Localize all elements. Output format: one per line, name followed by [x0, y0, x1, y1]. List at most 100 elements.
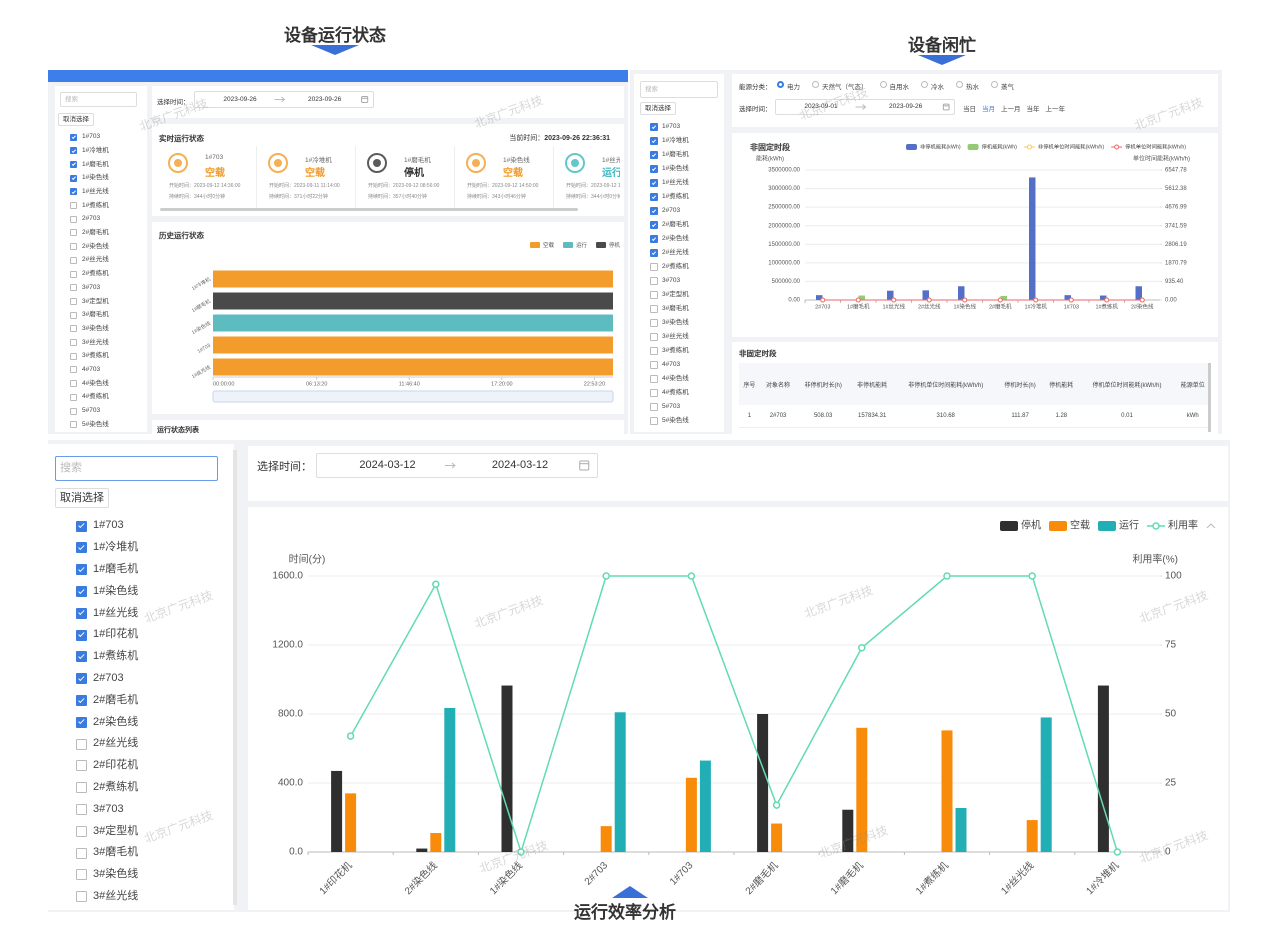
checkbox[interactable] — [650, 361, 658, 369]
checkbox[interactable] — [70, 215, 77, 223]
checkbox[interactable] — [650, 291, 658, 299]
device-name: 1#染色线 — [82, 174, 109, 182]
checkbox[interactable] — [650, 417, 658, 425]
checkbox[interactable] — [650, 319, 658, 327]
checkbox[interactable] — [650, 221, 658, 229]
cancel-button[interactable]: 取消选择 — [58, 113, 94, 126]
checkbox[interactable] — [70, 297, 77, 305]
checkbox[interactable] — [70, 243, 77, 251]
checkbox[interactable] — [70, 393, 77, 401]
date-end: 2024-03-12 — [491, 459, 549, 471]
checkbox[interactable] — [650, 151, 658, 159]
checkbox[interactable] — [650, 277, 658, 285]
search-input[interactable]: 搜索 — [55, 456, 218, 481]
checkbox[interactable] — [650, 249, 658, 257]
cancel-button[interactable]: 取消选择 — [640, 102, 676, 115]
duration-value: 344小时0分钟 — [194, 194, 226, 200]
checkbox[interactable] — [70, 325, 77, 333]
checkbox[interactable] — [650, 333, 658, 341]
radio[interactable] — [777, 81, 784, 88]
checkbox[interactable] — [76, 673, 87, 685]
checkbox[interactable] — [70, 256, 77, 264]
device-name: 1#磨毛机 — [82, 160, 109, 168]
checkbox[interactable] — [650, 403, 658, 411]
checkbox[interactable] — [76, 891, 87, 903]
checkbox[interactable] — [70, 407, 77, 415]
radio[interactable] — [991, 81, 998, 88]
checkbox[interactable] — [650, 137, 658, 145]
checkbox[interactable] — [76, 782, 87, 794]
date-picker[interactable]: 2023-09-26 2023-09-26 — [194, 91, 374, 108]
date-picker[interactable]: 2024-03-12 2024-03-12 — [316, 453, 598, 478]
checkbox[interactable] — [70, 284, 77, 292]
radio[interactable] — [812, 81, 819, 88]
checkbox[interactable] — [70, 160, 77, 168]
status-icon — [565, 153, 585, 173]
checkbox[interactable] — [70, 174, 77, 182]
device-name: 2#703 — [82, 215, 101, 223]
checkbox[interactable] — [650, 179, 658, 187]
checkbox[interactable] — [70, 311, 77, 319]
checkbox[interactable] — [650, 347, 658, 355]
period-button[interactable]: 当月 — [982, 106, 995, 113]
checkbox[interactable] — [650, 123, 658, 131]
checkbox[interactable] — [70, 352, 77, 360]
checkbox[interactable] — [76, 869, 87, 881]
checkbox[interactable] — [650, 375, 658, 383]
radio[interactable] — [956, 81, 963, 88]
checkbox[interactable] — [650, 389, 658, 397]
checkbox[interactable] — [76, 651, 87, 663]
checkbox[interactable] — [70, 229, 77, 237]
checkbox[interactable] — [76, 803, 87, 815]
checkbox[interactable] — [76, 738, 87, 750]
checkbox[interactable] — [76, 847, 87, 859]
checkbox[interactable] — [76, 564, 87, 576]
date-picker[interactable]: 2023-09-01 2023-09-26 — [775, 99, 955, 115]
checkbox[interactable] — [76, 585, 87, 597]
device-name: 3#染色线 — [93, 868, 139, 881]
period-button[interactable]: 当年 — [1026, 106, 1040, 113]
checkbox[interactable] — [70, 188, 77, 196]
checkbox[interactable] — [76, 716, 87, 728]
checkbox[interactable] — [70, 421, 77, 429]
search-input[interactable]: 搜索 — [640, 81, 718, 98]
device-name: 2#染色线 — [82, 242, 109, 250]
checkbox[interactable] — [70, 202, 77, 209]
checkbox[interactable] — [650, 263, 658, 271]
checkbox[interactable] — [76, 825, 87, 837]
device-name: 2#印花机 — [93, 759, 139, 772]
cancel-button[interactable]: 取消选择 — [55, 488, 109, 508]
section-heading: 运行状态列表 — [157, 427, 199, 434]
checkbox[interactable] — [76, 694, 87, 706]
section-heading: 非固定时段 — [739, 349, 777, 358]
checkbox[interactable] — [76, 607, 87, 619]
checkbox[interactable] — [650, 193, 658, 201]
checkbox[interactable] — [650, 207, 658, 215]
checkbox[interactable] — [650, 305, 658, 313]
checkbox[interactable] — [76, 520, 87, 532]
radio[interactable] — [879, 81, 887, 88]
checkbox[interactable] — [76, 629, 87, 641]
checkbox[interactable] — [70, 133, 77, 141]
start-value: 2023-09-12 14:36:00 — [194, 183, 241, 189]
current-time: 当前时间：2023-09-26 22:36:31 — [509, 133, 610, 143]
device-name: 1#磨毛机 — [404, 157, 431, 164]
checkbox[interactable] — [76, 542, 87, 554]
device-name: 1#丝光线 — [82, 187, 109, 195]
checkbox[interactable] — [650, 165, 658, 173]
period-button[interactable]: 上一月 — [1001, 106, 1021, 113]
radio[interactable] — [921, 81, 928, 88]
status-icon — [268, 153, 288, 173]
checkbox[interactable] — [70, 366, 77, 374]
period-button[interactable]: 当日 — [963, 106, 976, 113]
checkbox[interactable] — [76, 760, 87, 772]
checkbox[interactable] — [70, 380, 77, 388]
period-button[interactable]: 上一年 — [1045, 106, 1066, 113]
search-input[interactable]: 搜索 — [60, 92, 137, 107]
checkbox[interactable] — [70, 339, 77, 346]
checkbox[interactable] — [70, 147, 77, 155]
checkbox[interactable] — [650, 235, 658, 243]
status-icon-inner — [472, 159, 480, 167]
checkbox[interactable] — [70, 270, 77, 278]
